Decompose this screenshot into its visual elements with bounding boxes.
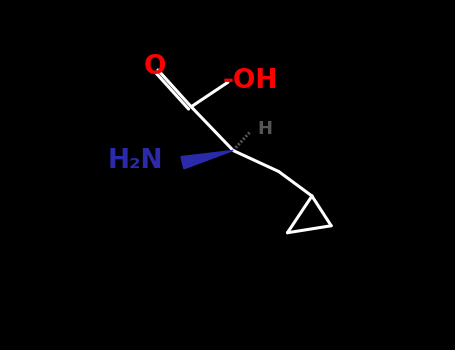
Text: H₂N: H₂N — [108, 148, 163, 174]
Text: -OH: -OH — [223, 68, 278, 93]
Polygon shape — [181, 150, 233, 169]
Text: O: O — [144, 54, 167, 79]
Text: H: H — [257, 120, 272, 139]
